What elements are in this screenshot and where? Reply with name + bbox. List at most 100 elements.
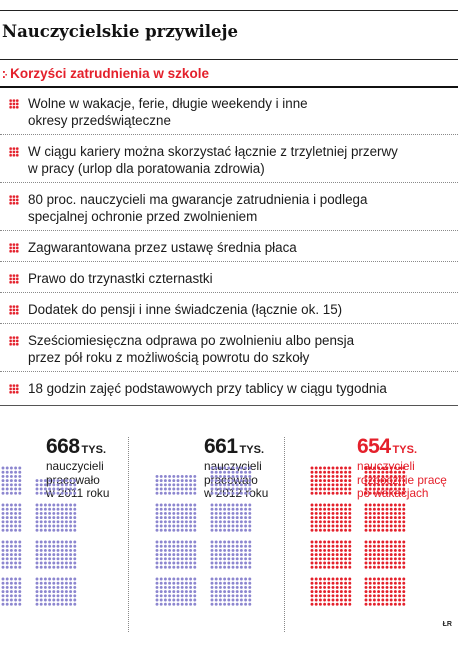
teacher-dot-grid-after-holidays xyxy=(310,466,420,631)
teacher-dot xyxy=(348,524,352,528)
teacher-dot xyxy=(402,590,406,594)
teacher-dot xyxy=(193,483,197,487)
teacher-dot xyxy=(193,503,197,507)
teacher-dot xyxy=(189,483,193,487)
teacher-dot xyxy=(398,544,402,548)
teacher-dot xyxy=(385,553,389,557)
teacher-dot xyxy=(231,528,235,532)
teacher-dot xyxy=(52,511,56,515)
teacher-dot xyxy=(214,553,218,557)
teacher-dot xyxy=(339,520,343,524)
teacher-dot xyxy=(348,581,352,585)
teacher-dot xyxy=(335,544,339,548)
teacher-dot xyxy=(314,598,318,602)
teacher-dot xyxy=(381,540,385,544)
teacher-dot xyxy=(210,470,214,474)
teacher-dot xyxy=(393,491,397,495)
teacher-dot xyxy=(239,598,243,602)
teacher-dot xyxy=(223,585,227,589)
teacher-dot xyxy=(344,585,348,589)
teacher-dot xyxy=(172,553,176,557)
teacher-dot xyxy=(73,598,77,602)
teacher-dot xyxy=(393,474,397,478)
teacher-dot xyxy=(172,602,176,606)
teacher-dot xyxy=(172,594,176,598)
teacher-dot xyxy=(227,507,231,511)
teacher-dot xyxy=(176,511,180,515)
teacher-dot xyxy=(64,524,68,528)
teacher-dot xyxy=(235,528,239,532)
teacher-dot xyxy=(214,470,218,474)
teacher-dot xyxy=(39,491,43,495)
teacher-dot xyxy=(210,565,214,569)
teacher-dot xyxy=(18,470,22,474)
teacher-dot xyxy=(159,577,163,581)
teacher-dot xyxy=(314,553,318,557)
teacher-dot xyxy=(210,516,214,520)
teacher-dot xyxy=(398,466,402,470)
teacher-dot xyxy=(69,548,73,552)
teacher-dot xyxy=(176,577,180,581)
teacher-dot xyxy=(314,602,318,606)
teacher-dot xyxy=(339,594,343,598)
teacher-dot xyxy=(214,581,218,585)
teacher-dot xyxy=(56,598,60,602)
teacher-dot xyxy=(223,503,227,507)
teacher-dot xyxy=(48,516,52,520)
teacher-dot xyxy=(323,507,327,511)
teacher-dot xyxy=(52,577,56,581)
teacher-dot xyxy=(214,548,218,552)
teacher-dot xyxy=(218,487,222,491)
teacher-dot xyxy=(244,544,248,548)
benefit-line: Zagwarantowana przez ustawę średnia płac… xyxy=(28,240,297,255)
teacher-dot xyxy=(335,577,339,581)
teacher-dot xyxy=(335,507,339,511)
teacher-dot xyxy=(73,507,77,511)
teacher-dot xyxy=(60,598,64,602)
teacher-dot xyxy=(310,553,314,557)
teacher-dot xyxy=(318,544,322,548)
teacher-dot xyxy=(18,520,22,524)
teacher-dot xyxy=(180,557,184,561)
teacher-dot xyxy=(368,524,372,528)
teacher-dot xyxy=(39,553,43,557)
teacher-dot xyxy=(223,602,227,606)
teacher-dot xyxy=(372,524,376,528)
teacher-dot xyxy=(56,511,60,515)
benefit-line: Dodatek do pensji i inne świadczenia (łą… xyxy=(28,302,343,317)
teacher-dot xyxy=(314,557,318,561)
teacher-dot xyxy=(310,479,314,483)
teacher-dot xyxy=(331,479,335,483)
teacher-dot xyxy=(218,577,222,581)
teacher-dot xyxy=(389,479,393,483)
teacher-dot xyxy=(385,544,389,548)
teacher-dot xyxy=(214,474,218,478)
teacher-dot xyxy=(235,466,239,470)
teacher-dot xyxy=(48,479,52,483)
teacher-dot xyxy=(176,507,180,511)
teacher-dot xyxy=(39,565,43,569)
teacher-dot xyxy=(227,487,231,491)
teacher-dot xyxy=(176,528,180,532)
teacher-dot xyxy=(385,528,389,532)
teacher-dot xyxy=(327,540,331,544)
teacher-dot xyxy=(244,565,248,569)
teacher-dot xyxy=(9,577,13,581)
teacher-dot xyxy=(223,524,227,528)
teacher-dot xyxy=(398,598,402,602)
teacher-dot xyxy=(189,598,193,602)
dot-block xyxy=(155,540,197,569)
teacher-dot xyxy=(402,479,406,483)
teacher-dot xyxy=(73,516,77,520)
teacher-dot xyxy=(180,474,184,478)
teacher-dot xyxy=(43,581,47,585)
teacher-dot xyxy=(9,483,13,487)
teacher-dot xyxy=(402,503,406,507)
teacher-dot xyxy=(223,528,227,532)
teacher-dot xyxy=(184,507,188,511)
teacher-dot xyxy=(339,479,343,483)
teacher-dot xyxy=(244,557,248,561)
teacher-dot xyxy=(223,565,227,569)
teacher-dot xyxy=(14,565,18,569)
teacher-dot xyxy=(180,520,184,524)
